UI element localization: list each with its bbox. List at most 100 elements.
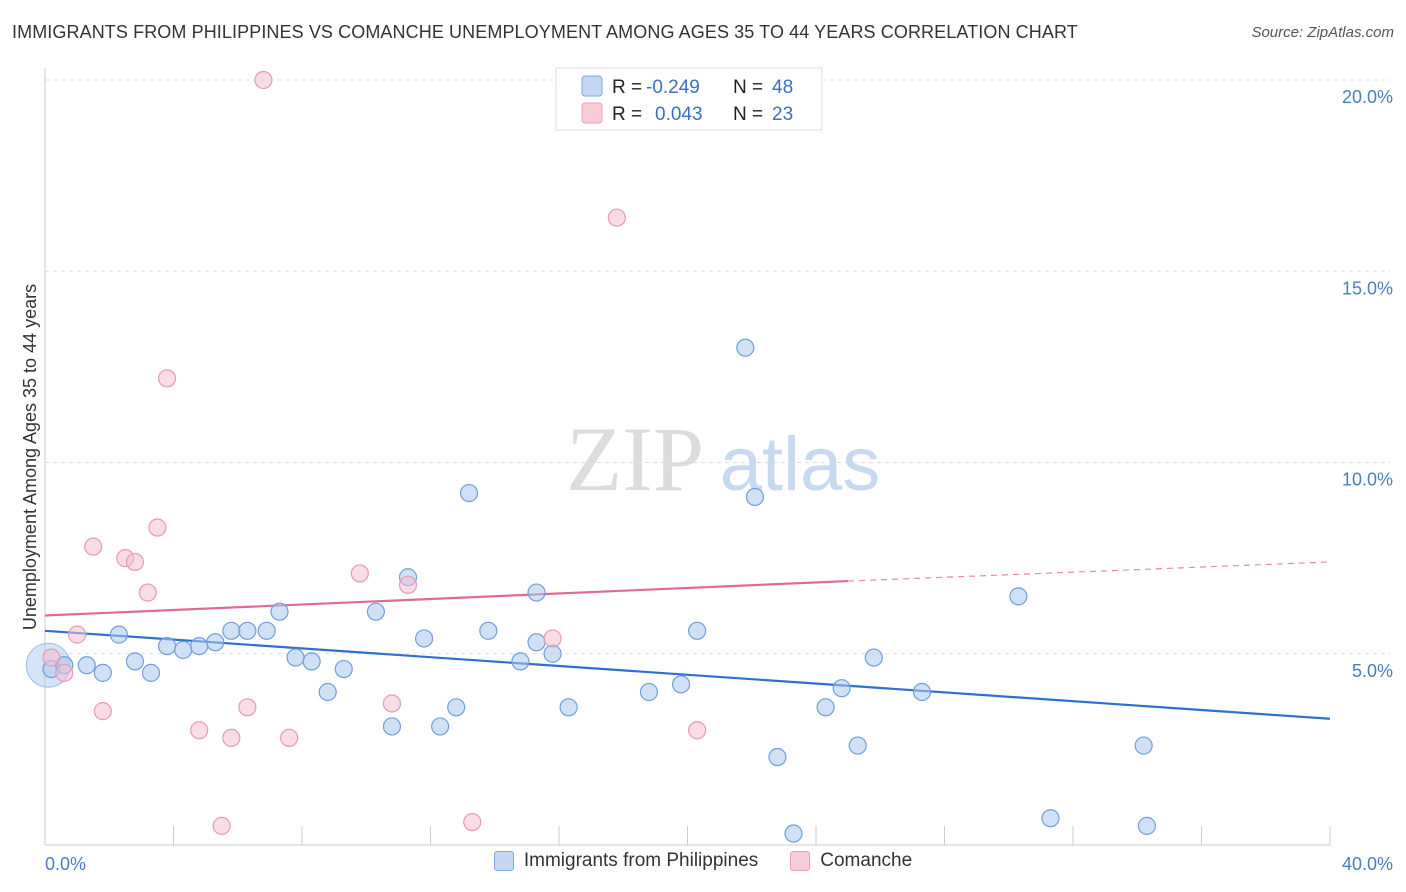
data-point-philippines [511,652,530,671]
series-legend: Immigrants from Philippines Comanche [0,850,1406,872]
data-point-philippines [174,640,193,660]
data-point-comanche [138,583,157,602]
data-point-comanche [280,728,299,748]
data-point-philippines [93,663,112,682]
data-point-comanche [125,552,145,572]
data-point-comanche [190,721,209,740]
data-point-comanche [93,702,112,721]
data-point-comanche [350,564,369,583]
data-point-philippines [125,652,145,671]
data-point-comanche [55,663,74,682]
y-axis-label: Unemployment Among Ages 35 to 44 years [20,284,40,630]
stats-legend-n-label: N = [733,104,763,125]
x-tick-label: 40.0% [1342,854,1393,874]
axes [44,68,1331,846]
data-point-philippines [688,621,707,640]
data-point-philippines [257,621,276,640]
data-point-philippines [784,824,803,843]
data-point-philippines [912,682,932,702]
data-point-philippines [431,717,450,736]
data-point-philippines [141,663,161,682]
data-point-philippines [1041,809,1060,828]
data-point-philippines [190,636,209,656]
data-point-philippines [157,636,177,656]
data-point-comanche [212,816,231,835]
legend-swatch-comanche [790,851,811,871]
trend-line-comanche [44,579,849,617]
chart-title: IMMIGRANTS FROM PHILIPPINES VS COMANCHE … [12,22,1078,42]
data-point-philippines [527,633,546,652]
data-point-comanche [254,70,273,90]
data-point-philippines [816,698,835,717]
stats-legend-n-value: 48 [772,77,793,98]
data-point-philippines [543,644,562,663]
data-point-philippines [286,648,305,667]
trend-line-comanche-extension [848,561,1331,582]
data-point-philippines [382,717,402,736]
stats-legend-swatch-pink [581,102,603,124]
stats-legend-n-label: N = [733,77,763,98]
data-point-philippines [459,484,479,503]
data-point-comanche [543,629,562,648]
data-point-comanche [84,537,103,556]
data-point-comanche [382,694,402,713]
stats-legend-r-value: 0.043 [655,104,703,125]
data-points [25,70,1156,843]
data-point-philippines [206,633,225,652]
data-point-philippines [366,602,385,621]
legend-label-philippines: Immigrants from Philippines [523,850,759,871]
data-point-philippines [745,487,765,507]
legend-label-comanche: Comanche [820,850,913,871]
x-tick-labels: 0.0% 40.0% [45,854,1393,874]
y-tick-label: 10.0% [1342,470,1393,490]
legend-swatch-philippines [493,851,514,871]
data-point-philippines [109,625,128,644]
stats-legend: R = -0.249 N = 48 R = 0.043 N = 23 [555,67,823,131]
data-point-philippines [736,338,755,357]
data-point-philippines [1134,736,1153,755]
legend-item-philippines: Immigrants from Philippines [493,850,759,872]
data-point-comanche [222,728,241,748]
source-label: Source: ZipAtlas.com [1251,24,1394,41]
data-point-comanche [607,208,626,227]
data-point-philippines [1009,587,1028,606]
data-point-philippines [639,682,659,702]
data-point-comanche [157,369,177,388]
y-tick-label: 5.0% [1352,661,1393,681]
watermark-zip: ZIP [566,408,704,510]
data-point-philippines [318,682,337,702]
y-tick-labels: 5.0% 10.0% 15.0% 20.0% [1342,87,1393,681]
trend-line-philippines [44,629,1331,720]
data-point-philippines [222,621,241,640]
stats-legend-r-value: -0.249 [646,77,700,98]
y-tick-label: 15.0% [1342,278,1393,298]
data-point-philippines [527,583,546,602]
data-point-philippines [864,648,883,667]
data-point-philippines [302,652,321,671]
data-point-comanche [463,812,482,832]
legend-item-comanche: Comanche [790,850,912,872]
data-point-philippines [768,747,787,767]
data-point-philippines [77,656,96,675]
data-point-philippines [832,679,851,698]
data-point-philippines [447,698,466,717]
stats-legend-r-label: R = [612,104,642,125]
data-point-comanche [688,721,707,740]
data-point-comanche [398,575,418,595]
grid-lines [45,79,1390,655]
data-point-philippines [559,698,578,717]
data-point-philippines [414,629,434,648]
data-point-philippines [334,659,353,679]
data-point-philippines [238,621,257,640]
data-point-philippines [479,621,498,640]
stats-legend-swatch-blue [581,75,603,97]
data-point-comanche [42,648,61,667]
data-point-comanche [68,625,87,644]
stats-legend-n-value: 23 [772,104,793,125]
data-point-philippines [848,736,867,755]
watermark-atlas: atlas [720,422,881,507]
x-tick-label: 0.0% [45,854,86,874]
data-point-philippines [671,675,691,694]
trend-lines [44,561,1331,720]
